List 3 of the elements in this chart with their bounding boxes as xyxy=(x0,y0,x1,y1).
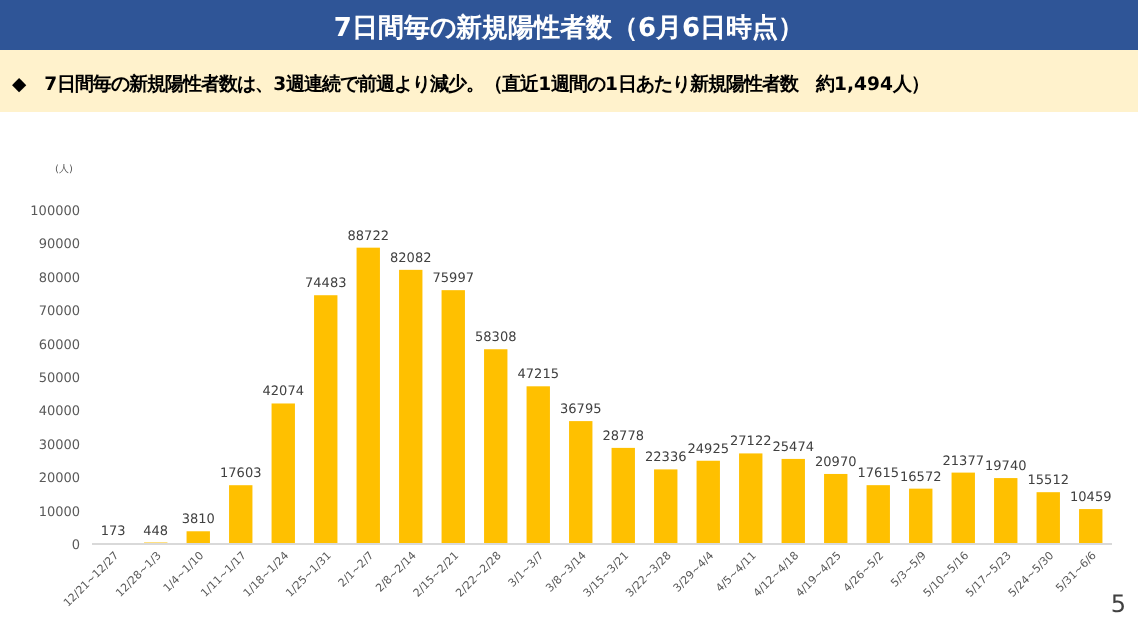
text: 5 xyxy=(1110,590,1126,618)
chart-subtitle: ◆ 7日間毎の新規陽性者数は、3週連続で前週より減少。（直近1週間の1日あたり新規陽性者数 約1,494人） xyxy=(12,74,929,96)
chart-title: 7日間毎の新規陽性者数（6月6日時点） xyxy=(333,12,805,44)
